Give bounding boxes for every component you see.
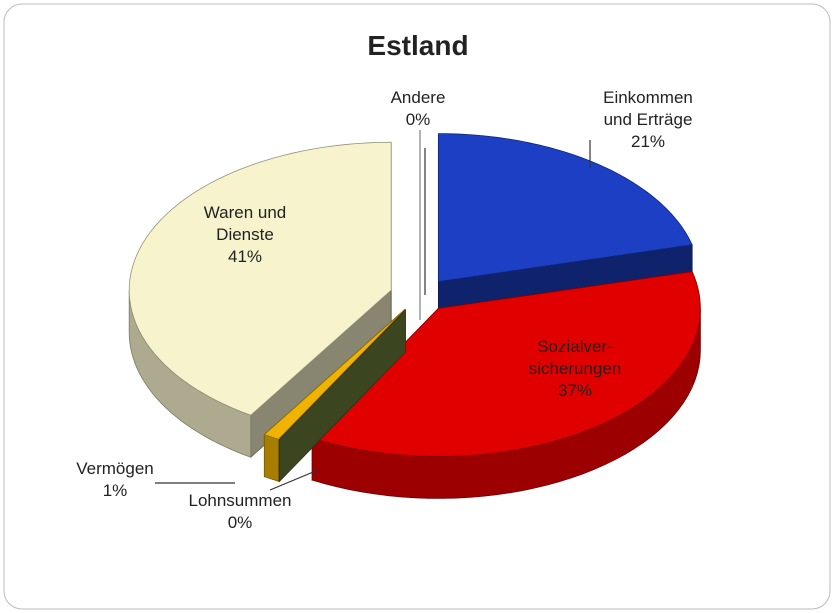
label-value: 0% [406, 110, 431, 129]
label-value: 0% [228, 513, 253, 532]
slice-top [437, 133, 693, 283]
label-value: 21% [631, 132, 665, 151]
label-value: 41% [228, 247, 262, 266]
slice-top [128, 141, 392, 416]
card [3, 3, 831, 610]
data-label: Andere 0% [391, 88, 446, 129]
label-name: Vermögen [76, 459, 154, 478]
pie-slice [311, 271, 701, 499]
slice-side [278, 308, 406, 483]
slice-top [263, 309, 406, 440]
slice-top [311, 271, 701, 457]
label-value: 37% [558, 381, 592, 400]
leader-line [269, 469, 319, 491]
label-name-line: und Erträge [604, 110, 693, 129]
data-label: Lohnsummen 0% [188, 491, 291, 532]
label-value: 1% [103, 481, 128, 500]
pie-slice [278, 308, 406, 483]
chart-title: Estland [367, 30, 468, 61]
label-name: Andere [391, 88, 446, 107]
slice-wall [263, 433, 279, 482]
label-name: Lohnsummen [188, 491, 291, 510]
label-name-line: Dienste [216, 225, 274, 244]
data-label: Vermögen 1% [76, 459, 154, 500]
label-name-line: sicherungen [529, 359, 622, 378]
